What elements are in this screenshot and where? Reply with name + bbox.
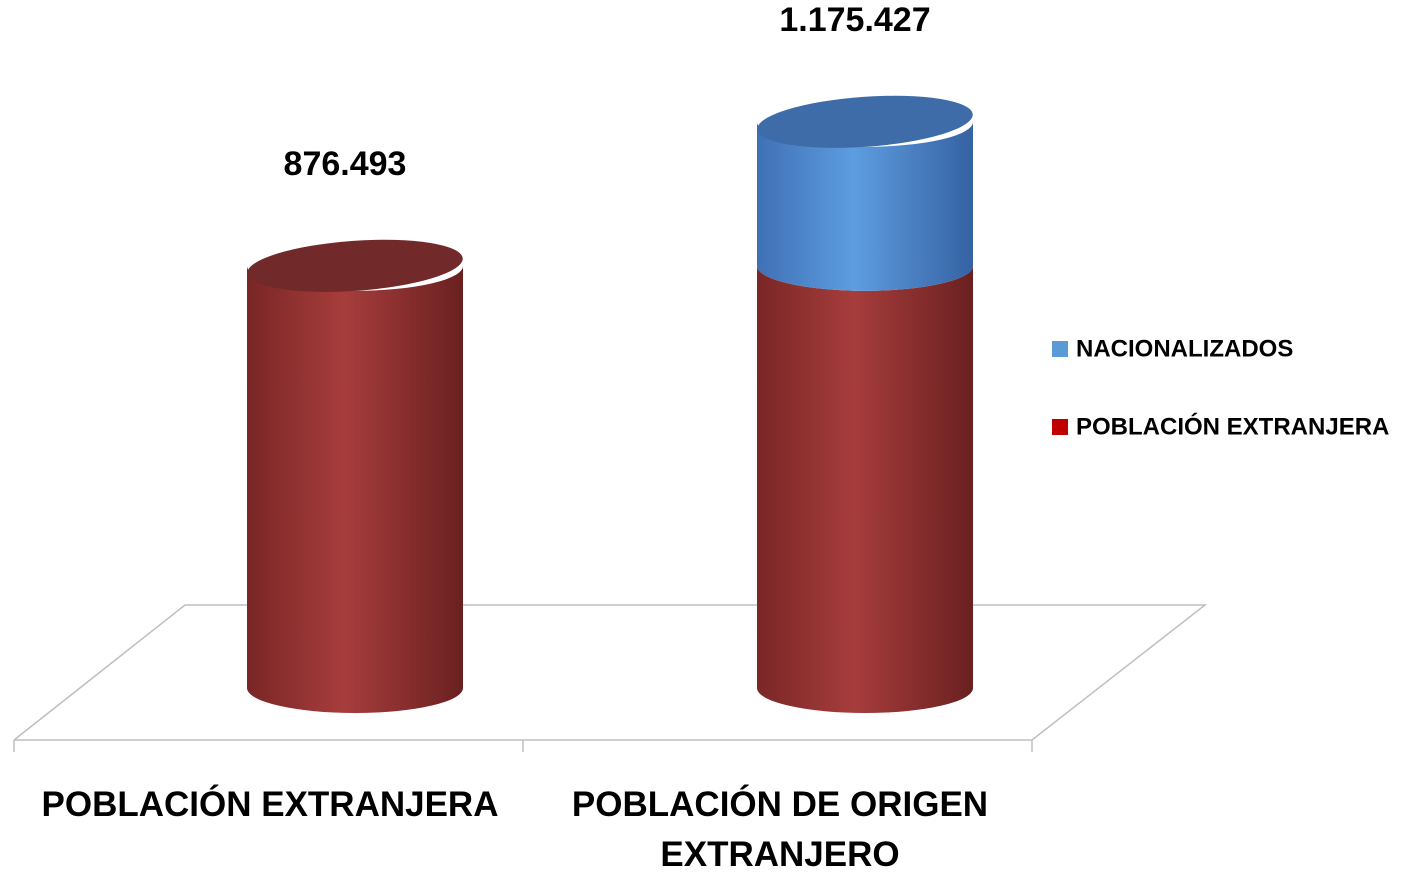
cylinder-segment bbox=[757, 121, 973, 291]
cylinder-cap bbox=[247, 239, 463, 292]
legend-label: POBLACIÓN EXTRANJERA bbox=[1076, 412, 1389, 440]
cylinder-cap bbox=[757, 95, 973, 148]
total-label: 1.175.427 bbox=[779, 1, 930, 39]
cylinder-segment bbox=[247, 265, 463, 713]
legend-swatch bbox=[1052, 341, 1068, 357]
legend-label: NACIONALIZADOS bbox=[1076, 335, 1293, 362]
floor bbox=[13, 604, 1208, 752]
cylinder-segment bbox=[757, 265, 973, 713]
x-tick-label: POBLACIÓN EXTRANJERA bbox=[41, 785, 499, 824]
total-label: 876.493 bbox=[284, 145, 407, 183]
x-tick-label: POBLACIÓN DE ORIGEN EXTRANJERO bbox=[571, 785, 989, 873]
legend-swatch bbox=[1052, 419, 1068, 435]
